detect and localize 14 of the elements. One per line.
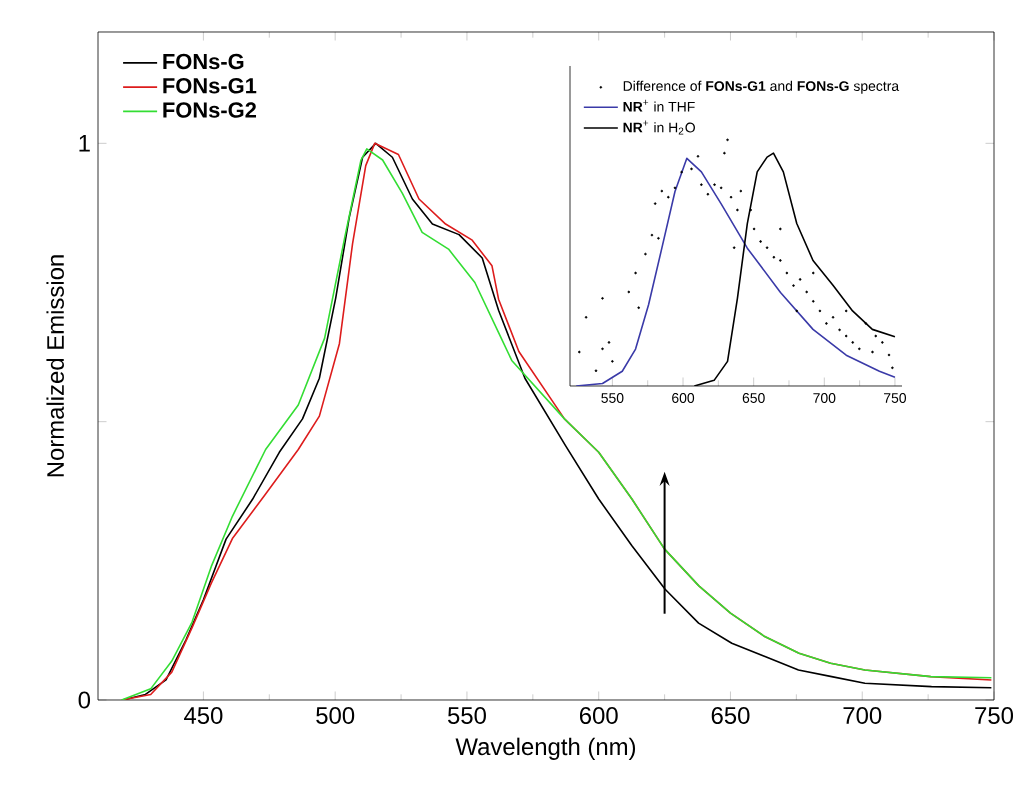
x-tick-label: 550 xyxy=(447,707,486,724)
x-tick-label: 650 xyxy=(711,707,750,724)
x-tick-label: 750 xyxy=(975,707,1014,724)
x-tick-label: 450 xyxy=(184,707,223,724)
y-tick-label: 1 xyxy=(79,135,90,152)
x-tick-label: 700 xyxy=(843,707,882,724)
legend-label: FONs-G xyxy=(163,53,244,70)
x-tick-label: 500 xyxy=(316,707,355,724)
x-axis-title: Wavelength (nm) xyxy=(455,737,636,760)
x-tick-label: 600 xyxy=(579,707,618,724)
y-axis-title: Normalized Emission xyxy=(46,255,64,477)
legend-label: FONs-G2 xyxy=(163,102,257,118)
legend-label: FONs-G1 xyxy=(163,78,257,94)
y-tick-label: 0 xyxy=(78,691,91,709)
